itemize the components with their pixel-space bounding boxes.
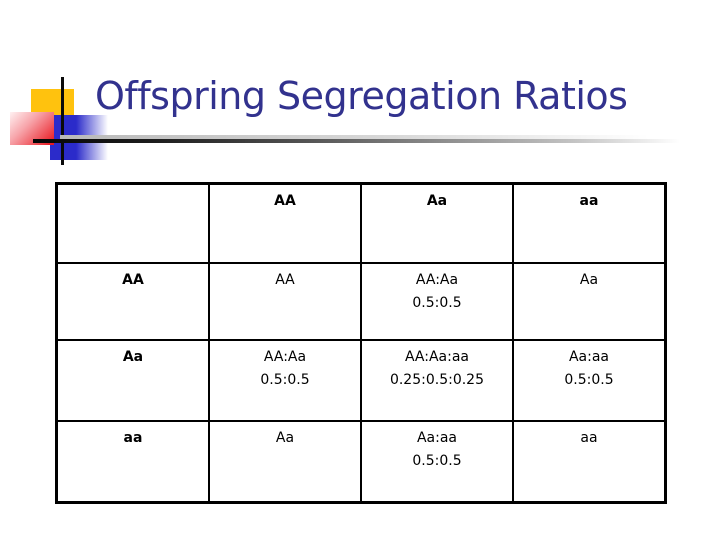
cell-ratios — [516, 292, 662, 315]
cell-aa-x-AA: Aa — [207, 420, 362, 504]
cell-Aa-x-aa: Aa:aa 0.5:0.5 — [511, 339, 667, 422]
row-header-Aa: Aa — [55, 339, 210, 422]
cell-Aa-x-AA: AA:Aa 0.5:0.5 — [207, 339, 362, 422]
title-divider-line — [33, 139, 693, 143]
row-header-aa: aa — [55, 420, 210, 504]
cell-AA-x-AA: AA — [207, 262, 362, 341]
segregation-ratio-table: AA Aa aa AA AA AA:Aa 0.5:0.5 Aa — [55, 182, 667, 504]
cell-ratios: 0.5:0.5 — [260, 372, 310, 388]
cell-Aa-x-Aa: AA:Aa:aa 0.25:0.5:0.25 — [359, 339, 514, 422]
cell-genotypes: AA — [275, 272, 295, 288]
cell-ratios: 0.25:0.5:0.25 — [389, 372, 484, 388]
column-header-row: AA Aa aa — [55, 182, 667, 264]
decor-crosshair-vertical-line — [61, 77, 64, 165]
cell-ratios — [516, 450, 662, 473]
cell-aa-x-Aa: Aa:aa 0.5:0.5 — [359, 420, 514, 504]
column-header-AA: AA — [207, 182, 362, 264]
cell-genotypes: AA:Aa — [263, 349, 307, 365]
cell-genotypes: AA:Aa:aa — [404, 349, 469, 365]
cell-genotypes: Aa — [579, 272, 599, 288]
cell-genotypes: Aa:aa — [416, 430, 457, 446]
corner-cell — [55, 182, 210, 264]
cell-genotypes: Aa:aa — [568, 349, 609, 365]
row-header-AA: AA — [55, 262, 210, 341]
cell-ratios — [212, 450, 358, 473]
column-header-aa: aa — [511, 182, 667, 264]
cell-AA-x-aa: Aa — [511, 262, 667, 341]
table-row-aa: aa Aa Aa:aa 0.5:0.5 aa — [55, 420, 667, 504]
cell-genotypes: Aa — [275, 430, 295, 446]
cell-genotypes: aa — [580, 430, 598, 446]
cell-ratios: 0.5:0.5 — [564, 372, 614, 388]
cell-genotypes: AA:Aa — [415, 272, 459, 288]
cell-ratios — [212, 292, 358, 315]
cell-ratios: 0.5:0.5 — [412, 453, 462, 469]
title-divider-highlight — [60, 135, 680, 139]
cell-AA-x-Aa: AA:Aa 0.5:0.5 — [359, 262, 514, 341]
cell-aa-x-aa: aa — [511, 420, 667, 504]
cell-ratios: 0.5:0.5 — [412, 295, 462, 311]
table-row-AA: AA AA AA:Aa 0.5:0.5 Aa — [55, 262, 667, 341]
column-header-Aa: Aa — [359, 182, 514, 264]
table-row-Aa: Aa AA:Aa 0.5:0.5 AA:Aa:aa 0.25:0.5:0.25 … — [55, 339, 667, 422]
slide-title: Offspring Segregation Ratios — [95, 74, 628, 118]
